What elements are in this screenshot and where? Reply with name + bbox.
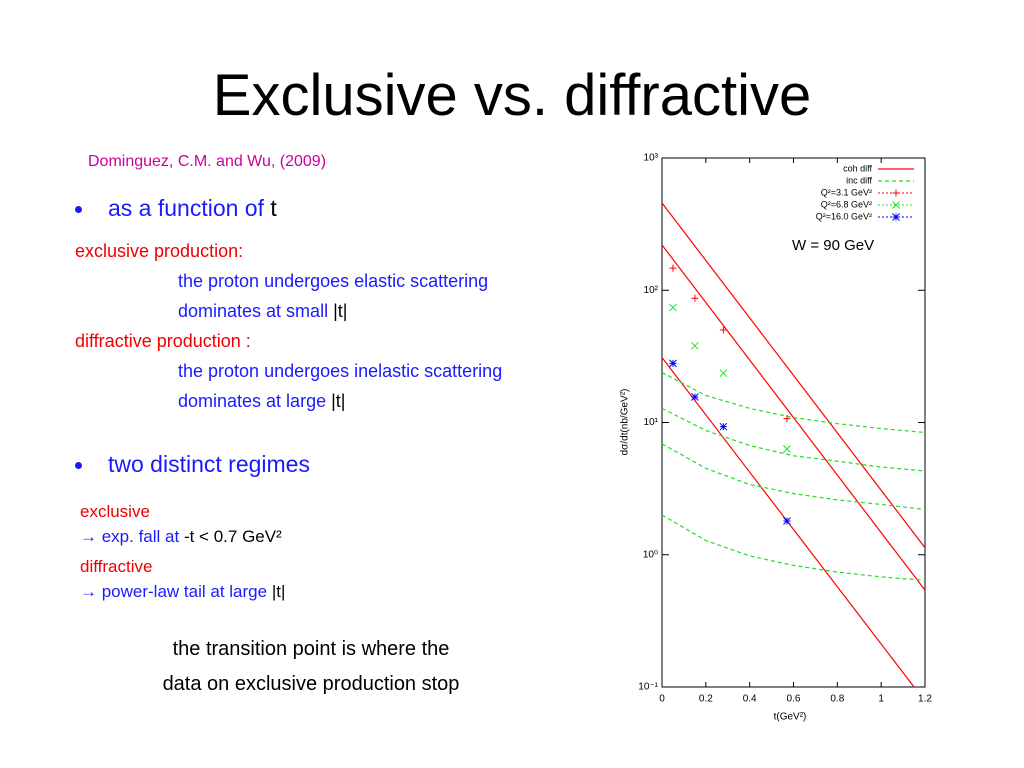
data-point [783,415,791,423]
legend-marker [892,189,900,197]
block-line: the proton undergoes elastic scattering [178,271,489,291]
text: dominates at small [178,301,329,321]
curve [661,371,926,434]
text: → power-law tail at large [80,582,268,601]
legend-marker [892,201,900,209]
y-tick-label: 10³ [644,153,659,164]
text: → exp. fall at [80,527,180,546]
legend-label: Q²=16.0 GeV² [816,211,872,221]
cut: -t < 0.7 GeV² [183,527,282,546]
x-tick-label: 0.2 [699,694,713,705]
text: as a function of [108,195,264,221]
block-line: dominates at large |t| [178,391,345,412]
citation: Dominguez, C.M. and Wu, (2009) [88,153,327,170]
data-point [669,359,677,368]
text: dominates at large [178,391,327,411]
regime-label: exclusive [80,502,150,521]
bullet [75,462,82,469]
y-tick-label: 10⁰ [643,549,658,560]
data-point [783,445,791,453]
legend-label: coh diff [843,163,872,173]
curve [661,244,926,591]
curve [661,443,926,511]
x-tick-label: 0.6 [787,694,801,705]
conclusion-line: data on exclusive production stop [162,673,460,695]
symbol: t [270,195,277,221]
bullet [75,206,82,213]
y-tick-label: 10² [644,285,659,296]
y-tick-label: 10¹ [644,417,659,428]
x-tick-label: 0 [659,694,665,705]
y-axis-label: dσ/dt(nb/GeV²) [620,389,631,456]
legend-label: inc diff [846,175,872,185]
data-point [669,303,677,312]
data-point [691,294,699,302]
bullet-text: as a function of t [108,195,277,222]
data-point [783,517,791,525]
data-point [691,393,699,401]
slide-title: Exclusive vs. diffractive [212,63,812,128]
y-tick-label: 10⁻¹ [638,682,658,693]
x-axis-label: t(GeV²) [774,712,807,723]
data-point [719,326,727,334]
data-point [669,264,677,272]
data-point [719,422,728,431]
block-line: the proton undergoes inelastic scatterin… [178,361,503,381]
block-label: exclusive production: [75,241,244,261]
regime-note: → power-law tail at large |t| [80,582,285,602]
symbol: |t| [331,391,346,411]
regime-note: → exp. fall at -t < 0.7 GeV² [80,527,282,547]
curve [661,407,926,472]
data-point [719,369,728,378]
x-tick-label: 1.2 [918,694,932,705]
legend-marker [892,213,900,221]
bullet-text: two distinct regimes [108,451,310,477]
symbol: |t| [271,582,286,601]
annotation: W = 90 GeV [792,237,874,254]
x-tick-label: 0.8 [830,694,844,705]
conclusion-line: the transition point is where the [172,638,450,660]
legend-label: Q²=6.8 GeV² [821,199,872,209]
x-tick-label: 0.4 [743,694,757,705]
curve [661,514,926,581]
regime-label: diffractive [80,557,153,576]
block-label: diffractive production : [75,331,251,351]
block-line: dominates at small |t| [178,301,347,322]
data-point [691,341,699,350]
legend-label: Q²=3.1 GeV² [821,187,872,197]
symbol: |t| [333,301,348,321]
x-tick-label: 1 [878,694,884,705]
curve [661,202,926,549]
